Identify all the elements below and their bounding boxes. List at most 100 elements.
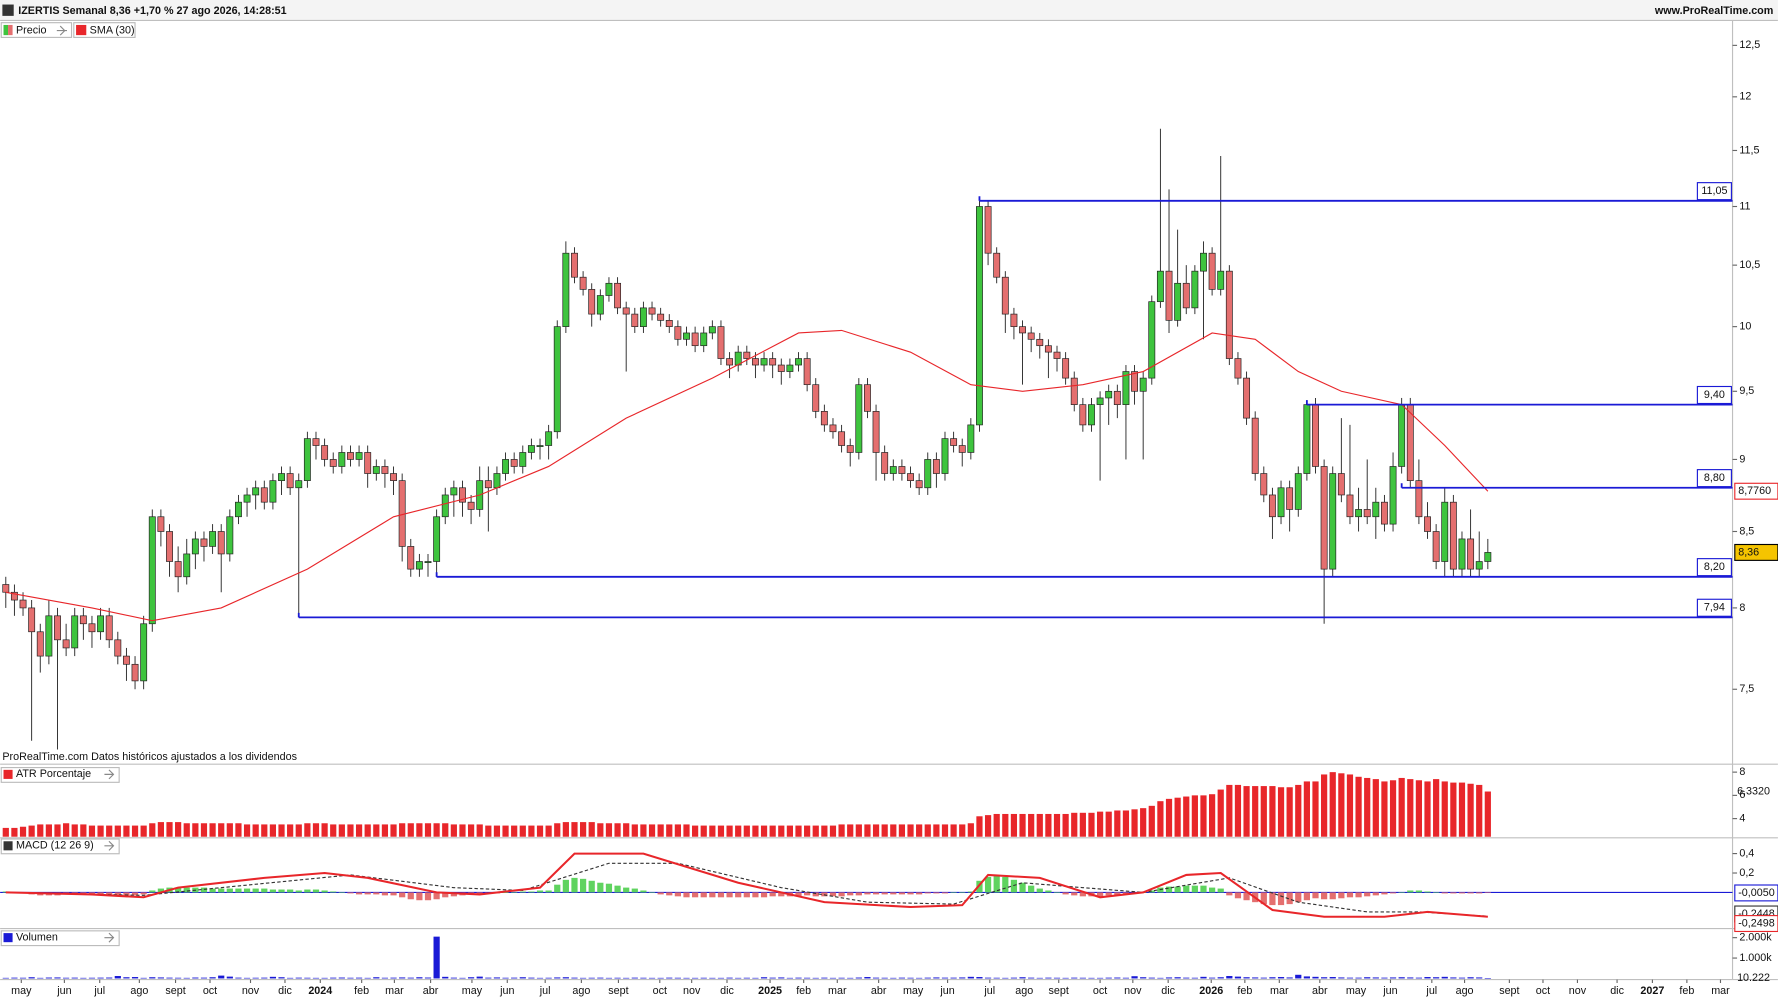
candle-body xyxy=(536,445,544,447)
bar xyxy=(717,825,725,837)
bar xyxy=(1157,977,1164,979)
bar xyxy=(743,977,750,979)
value-tag: 8,36 xyxy=(1738,546,1759,558)
candle-body xyxy=(1363,509,1371,518)
bar xyxy=(804,977,811,979)
candle-body xyxy=(286,473,294,489)
histogram-bar xyxy=(399,892,406,898)
candle-body xyxy=(1113,390,1121,405)
bar xyxy=(140,825,147,837)
candle-body xyxy=(278,473,285,481)
bar xyxy=(261,977,268,979)
histogram-bar xyxy=(933,892,940,894)
candle-body xyxy=(1303,404,1311,474)
candle-body xyxy=(1200,252,1207,272)
histogram-bar xyxy=(243,888,251,893)
candle-body xyxy=(769,358,777,366)
bar xyxy=(959,824,966,837)
bar xyxy=(304,977,311,979)
bar xyxy=(692,825,699,837)
histogram-bar xyxy=(381,892,389,896)
bar xyxy=(442,823,449,837)
histogram-bar xyxy=(812,892,819,897)
bar xyxy=(114,825,121,837)
x-tick-label: sept xyxy=(1049,985,1069,997)
candle-body xyxy=(88,623,96,633)
bar xyxy=(614,823,621,837)
bar xyxy=(1346,774,1354,837)
bar xyxy=(502,825,509,837)
bar xyxy=(571,822,578,837)
histogram-bar xyxy=(605,883,613,893)
histogram-bar xyxy=(1389,892,1397,894)
histogram-bar xyxy=(1010,879,1018,893)
x-tick-label: jul xyxy=(1425,985,1437,997)
bar xyxy=(1226,784,1233,837)
bar xyxy=(864,824,871,837)
bar xyxy=(1398,977,1405,979)
candle-body xyxy=(777,364,785,372)
histogram-bar xyxy=(1355,892,1362,898)
histogram-bar xyxy=(545,890,552,893)
bar xyxy=(1433,779,1440,837)
bar xyxy=(640,824,647,837)
bar xyxy=(347,977,354,979)
histogram-bar xyxy=(692,892,699,898)
settings-icon[interactable] xyxy=(104,769,115,780)
candle-body xyxy=(786,364,794,372)
y-tick-label: 12 xyxy=(1739,91,1751,103)
bar xyxy=(1105,977,1112,979)
bar xyxy=(1217,789,1224,837)
candle-body xyxy=(1165,270,1173,321)
histogram-bar xyxy=(898,892,906,895)
bar xyxy=(1372,977,1379,979)
bar xyxy=(872,824,880,837)
bar xyxy=(1467,783,1474,837)
candle-body xyxy=(588,289,596,315)
histogram-bar xyxy=(1165,886,1173,893)
footnote: ProRealTime.com Datos históricos ajustad… xyxy=(2,751,297,763)
panel-label-swatch xyxy=(3,841,13,851)
histogram-bar xyxy=(1243,892,1250,901)
x-tick-label: abr xyxy=(871,985,887,997)
settings-icon[interactable] xyxy=(104,932,115,943)
bar xyxy=(1071,812,1078,837)
bar xyxy=(114,976,121,979)
x-tick-label: nov xyxy=(683,985,701,997)
bar xyxy=(1002,813,1009,837)
candle-body xyxy=(97,615,105,633)
candle-body xyxy=(1346,494,1354,518)
bar xyxy=(786,977,793,979)
level-label-box xyxy=(1696,469,1732,488)
bar xyxy=(123,977,130,979)
candle-body xyxy=(1010,313,1018,327)
x-tick-label: 2026 xyxy=(1199,985,1223,997)
candle-body xyxy=(864,384,871,412)
bar xyxy=(1458,977,1466,979)
histogram-bar xyxy=(1234,892,1242,899)
candle-body xyxy=(390,473,397,481)
histogram-bar xyxy=(1458,892,1466,894)
bar xyxy=(1114,977,1121,979)
candle-body xyxy=(217,531,225,555)
candle-body xyxy=(122,655,130,665)
x-tick-label: mar xyxy=(385,985,404,997)
legend-box xyxy=(73,22,136,38)
histogram-bar xyxy=(726,892,733,898)
bar xyxy=(1252,977,1259,979)
bar xyxy=(243,977,251,979)
x-tick-label: 2025 xyxy=(758,985,782,997)
settings-icon[interactable] xyxy=(56,25,68,36)
y-tick-label: 1.000k xyxy=(1739,952,1772,964)
histogram-bar xyxy=(1079,892,1086,897)
x-tick-label: 2024 xyxy=(308,985,332,997)
bar xyxy=(1010,813,1018,837)
histogram-bar xyxy=(502,892,509,894)
bar xyxy=(752,825,759,837)
candle-body xyxy=(932,459,940,474)
settings-icon[interactable] xyxy=(104,840,115,851)
bar xyxy=(1096,811,1104,837)
bar xyxy=(338,824,345,837)
bar xyxy=(1122,810,1130,837)
bar xyxy=(347,824,354,837)
